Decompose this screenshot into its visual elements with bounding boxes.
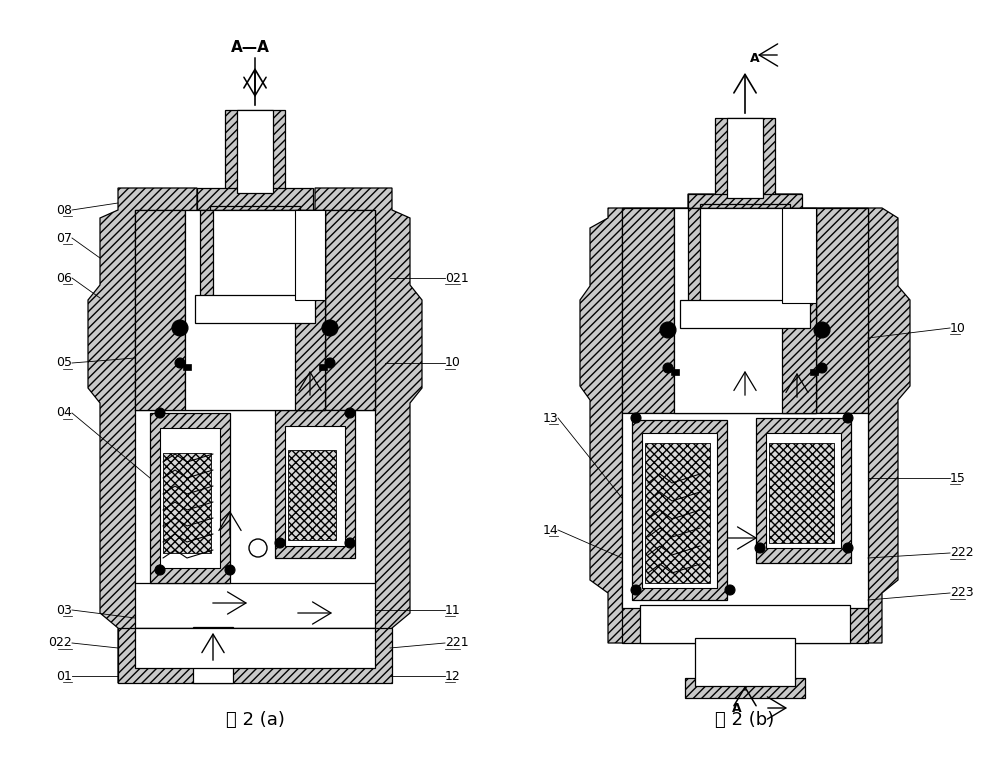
Circle shape xyxy=(225,565,235,575)
Polygon shape xyxy=(700,204,790,218)
Polygon shape xyxy=(295,210,325,410)
Text: 022: 022 xyxy=(48,637,72,650)
Polygon shape xyxy=(685,678,805,698)
Polygon shape xyxy=(319,364,327,370)
Polygon shape xyxy=(195,295,315,323)
Polygon shape xyxy=(135,210,185,410)
Polygon shape xyxy=(210,206,300,218)
Text: 06: 06 xyxy=(56,271,72,284)
Polygon shape xyxy=(200,210,310,298)
Polygon shape xyxy=(810,369,818,375)
Polygon shape xyxy=(225,110,285,193)
Polygon shape xyxy=(150,413,230,583)
Circle shape xyxy=(322,320,338,336)
Text: 07: 07 xyxy=(56,231,72,245)
Polygon shape xyxy=(288,450,336,540)
Polygon shape xyxy=(622,208,868,608)
Text: 14: 14 xyxy=(542,524,558,537)
Polygon shape xyxy=(674,208,816,413)
Circle shape xyxy=(275,538,285,548)
Circle shape xyxy=(631,585,641,595)
Circle shape xyxy=(325,358,335,368)
Text: A: A xyxy=(750,52,760,64)
Text: 221: 221 xyxy=(445,637,469,650)
Polygon shape xyxy=(640,605,850,643)
Polygon shape xyxy=(213,210,297,298)
Polygon shape xyxy=(622,208,674,413)
Polygon shape xyxy=(295,210,325,300)
Polygon shape xyxy=(118,628,392,683)
Circle shape xyxy=(155,565,165,575)
Text: 图 2 (b): 图 2 (b) xyxy=(715,711,775,729)
Text: 021: 021 xyxy=(445,271,469,284)
Circle shape xyxy=(345,408,355,418)
Text: 10: 10 xyxy=(950,321,966,334)
Polygon shape xyxy=(193,627,233,683)
Polygon shape xyxy=(816,208,868,413)
Text: 223: 223 xyxy=(950,587,974,600)
Polygon shape xyxy=(325,210,375,410)
Polygon shape xyxy=(766,433,841,548)
Polygon shape xyxy=(632,420,727,600)
Polygon shape xyxy=(622,413,868,608)
Text: 10: 10 xyxy=(445,356,461,369)
Text: 01: 01 xyxy=(56,669,72,682)
Polygon shape xyxy=(185,210,325,410)
Circle shape xyxy=(817,363,827,373)
Polygon shape xyxy=(756,418,851,563)
Text: 04: 04 xyxy=(56,406,72,419)
Polygon shape xyxy=(680,300,810,328)
Polygon shape xyxy=(715,118,775,198)
Circle shape xyxy=(843,413,853,423)
Polygon shape xyxy=(88,188,422,683)
Text: 图 2 (a): 图 2 (a) xyxy=(226,711,284,729)
Polygon shape xyxy=(275,410,355,558)
Circle shape xyxy=(155,408,165,418)
Circle shape xyxy=(345,538,355,548)
Polygon shape xyxy=(688,194,802,208)
Polygon shape xyxy=(135,628,375,668)
Circle shape xyxy=(631,413,641,423)
Polygon shape xyxy=(700,208,790,303)
Polygon shape xyxy=(197,188,313,210)
Text: 11: 11 xyxy=(445,603,461,616)
Polygon shape xyxy=(622,603,868,643)
Polygon shape xyxy=(160,428,220,568)
Polygon shape xyxy=(163,453,211,553)
Circle shape xyxy=(663,363,673,373)
Circle shape xyxy=(725,585,735,595)
Text: 08: 08 xyxy=(56,203,72,217)
Circle shape xyxy=(249,539,267,557)
Text: A: A xyxy=(732,701,742,715)
Polygon shape xyxy=(285,426,345,546)
Polygon shape xyxy=(237,110,273,193)
Polygon shape xyxy=(671,369,679,375)
Polygon shape xyxy=(135,210,375,628)
Circle shape xyxy=(660,322,676,338)
Circle shape xyxy=(755,543,765,553)
Text: 15: 15 xyxy=(950,471,966,484)
Circle shape xyxy=(843,543,853,553)
Text: 222: 222 xyxy=(950,547,974,559)
Polygon shape xyxy=(782,208,816,303)
Text: 13: 13 xyxy=(542,412,558,424)
Text: A—A: A—A xyxy=(231,40,269,55)
Polygon shape xyxy=(183,364,191,370)
Polygon shape xyxy=(695,638,795,686)
Polygon shape xyxy=(782,208,816,413)
Circle shape xyxy=(172,320,188,336)
Polygon shape xyxy=(688,208,802,303)
Polygon shape xyxy=(727,118,763,198)
Polygon shape xyxy=(642,433,717,588)
Circle shape xyxy=(814,322,830,338)
Text: 12: 12 xyxy=(445,669,461,682)
Polygon shape xyxy=(645,443,710,583)
Text: 03: 03 xyxy=(56,603,72,616)
Text: 05: 05 xyxy=(56,356,72,369)
Circle shape xyxy=(175,358,185,368)
Polygon shape xyxy=(769,443,834,543)
Polygon shape xyxy=(580,194,910,643)
